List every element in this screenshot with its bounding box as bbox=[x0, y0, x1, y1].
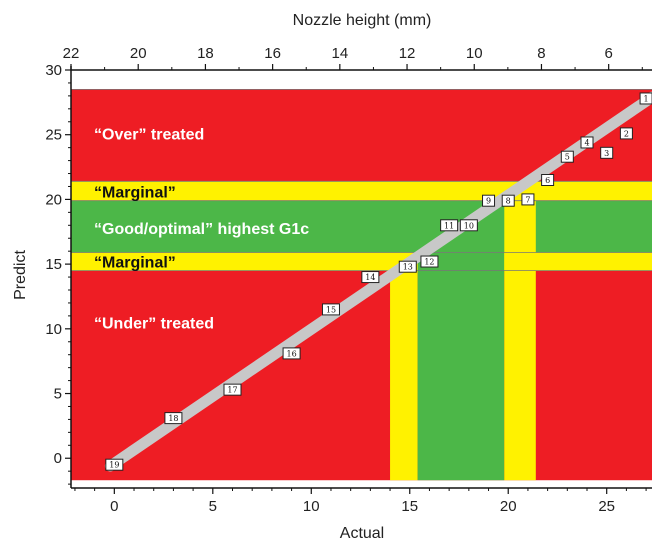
data-point-label: 14 bbox=[365, 273, 375, 282]
data-point: 11 bbox=[440, 219, 459, 232]
data-point: 9 bbox=[482, 194, 496, 207]
x-tick-label: 15 bbox=[401, 498, 418, 515]
data-point-label: 11 bbox=[444, 221, 454, 230]
data-point: 18 bbox=[164, 412, 183, 425]
data-point-label: 10 bbox=[464, 221, 474, 230]
y-tick-label: 25 bbox=[45, 127, 62, 144]
data-point-box bbox=[459, 219, 478, 232]
data-point-label: 5 bbox=[565, 153, 570, 162]
x2-tick-label: 22 bbox=[63, 45, 80, 62]
data-point-box bbox=[541, 174, 555, 186]
data-point-label: 2 bbox=[624, 129, 629, 138]
data-point: 7 bbox=[521, 193, 535, 206]
data-point-label: 9 bbox=[486, 197, 491, 206]
data-point-label: 18 bbox=[168, 414, 178, 423]
x-axis-title: Actual bbox=[340, 525, 384, 542]
x2-tick-label: 6 bbox=[604, 45, 612, 62]
data-point-label: 8 bbox=[506, 197, 511, 206]
data-point: 4 bbox=[580, 136, 594, 149]
data-point-label: 16 bbox=[286, 349, 296, 358]
data-point-box bbox=[223, 383, 242, 396]
data-point-box bbox=[440, 219, 459, 232]
data-point-box bbox=[321, 303, 340, 316]
data-point-box bbox=[501, 194, 515, 207]
data-point-box bbox=[639, 92, 652, 105]
x2-tick-label: 10 bbox=[466, 45, 483, 62]
data-point: 19 bbox=[105, 458, 124, 471]
band-marginal-left bbox=[390, 270, 418, 481]
data-point-box bbox=[580, 136, 594, 149]
data-point-label: 13 bbox=[403, 263, 413, 272]
x-tick-label: 20 bbox=[500, 498, 517, 515]
y-tick-label: 20 bbox=[45, 191, 62, 208]
data-point: 14 bbox=[361, 271, 380, 284]
data-point-label: 17 bbox=[227, 386, 237, 395]
data-point-box bbox=[600, 146, 614, 159]
data-point-box bbox=[420, 255, 439, 268]
data-point-box bbox=[361, 271, 380, 284]
data-point-box bbox=[164, 412, 183, 425]
x2-tick-label: 20 bbox=[130, 45, 147, 62]
zone-labels-layer: “Over” treated “Marginal” “Good/optimal” h… bbox=[94, 126, 309, 332]
data-point-label: 6 bbox=[545, 176, 550, 185]
data-point: 16 bbox=[282, 347, 301, 360]
data-point-label: 12 bbox=[424, 258, 434, 267]
x2-tick-label: 18 bbox=[197, 45, 214, 62]
y-tick-label: 15 bbox=[45, 256, 62, 273]
x-tick-label: 25 bbox=[598, 498, 615, 515]
data-point: 12 bbox=[420, 255, 439, 268]
x2-axis-title: Nozzle height (mm) bbox=[293, 12, 432, 29]
data-point-label: 19 bbox=[109, 461, 119, 470]
y-tick-label: 10 bbox=[45, 321, 62, 338]
x2-tick-label: 14 bbox=[331, 45, 348, 62]
data-point-box bbox=[619, 127, 633, 140]
zone-good-label: “Good/optimal” highest G1c bbox=[94, 221, 309, 238]
zone-over-label: “Over” treated bbox=[94, 126, 204, 143]
data-point-box bbox=[560, 150, 574, 163]
data-point-label: 15 bbox=[326, 305, 336, 314]
x-tick-label: 0 bbox=[110, 498, 118, 515]
zone-under-label: “Under” treated bbox=[94, 315, 214, 332]
data-point: 6 bbox=[541, 174, 555, 186]
zone-good bbox=[71, 200, 652, 253]
zone-marginal-upper-label: “Marginal” bbox=[94, 185, 176, 202]
data-point: 3 bbox=[600, 146, 614, 159]
data-point: 1 bbox=[639, 92, 652, 105]
data-point: 8 bbox=[501, 194, 515, 207]
data-point-label: 4 bbox=[584, 138, 589, 147]
x2-tick-label: 8 bbox=[537, 45, 545, 62]
data-point-box bbox=[282, 347, 301, 360]
data-point: 13 bbox=[398, 260, 417, 273]
y-axis-title: Predict bbox=[12, 250, 29, 300]
y-tick-label: 5 bbox=[54, 386, 62, 403]
data-point-label: 3 bbox=[604, 149, 609, 158]
zones-layer bbox=[71, 89, 652, 481]
x-tick-label: 10 bbox=[303, 498, 320, 515]
y-tick-label: 30 bbox=[45, 62, 62, 79]
x2-tick-label: 12 bbox=[399, 45, 416, 62]
data-point-label: 7 bbox=[525, 195, 530, 204]
data-point-label: 1 bbox=[644, 94, 649, 103]
data-point-box bbox=[482, 194, 496, 207]
x2-tick-label: 16 bbox=[264, 45, 281, 62]
zone-under bbox=[71, 270, 652, 481]
data-point-box bbox=[105, 458, 124, 471]
band-good bbox=[417, 252, 505, 481]
data-point-box bbox=[398, 260, 417, 273]
data-point: 2 bbox=[619, 127, 633, 140]
x-tick-label: 5 bbox=[209, 498, 217, 515]
y-tick-label: 0 bbox=[54, 450, 62, 467]
data-point: 10 bbox=[459, 219, 478, 232]
zone-marginal-lower-label: “Marginal” bbox=[94, 255, 176, 272]
data-point-box bbox=[521, 193, 535, 206]
data-point: 5 bbox=[560, 150, 574, 163]
band-marginal-right bbox=[504, 200, 536, 481]
data-point: 17 bbox=[223, 383, 242, 396]
data-point: 15 bbox=[321, 303, 340, 316]
points-layer: 19 18 17 16 15 14 13 12 11 10 9 8 7 6 5 4 3 2 1 bbox=[105, 92, 652, 471]
